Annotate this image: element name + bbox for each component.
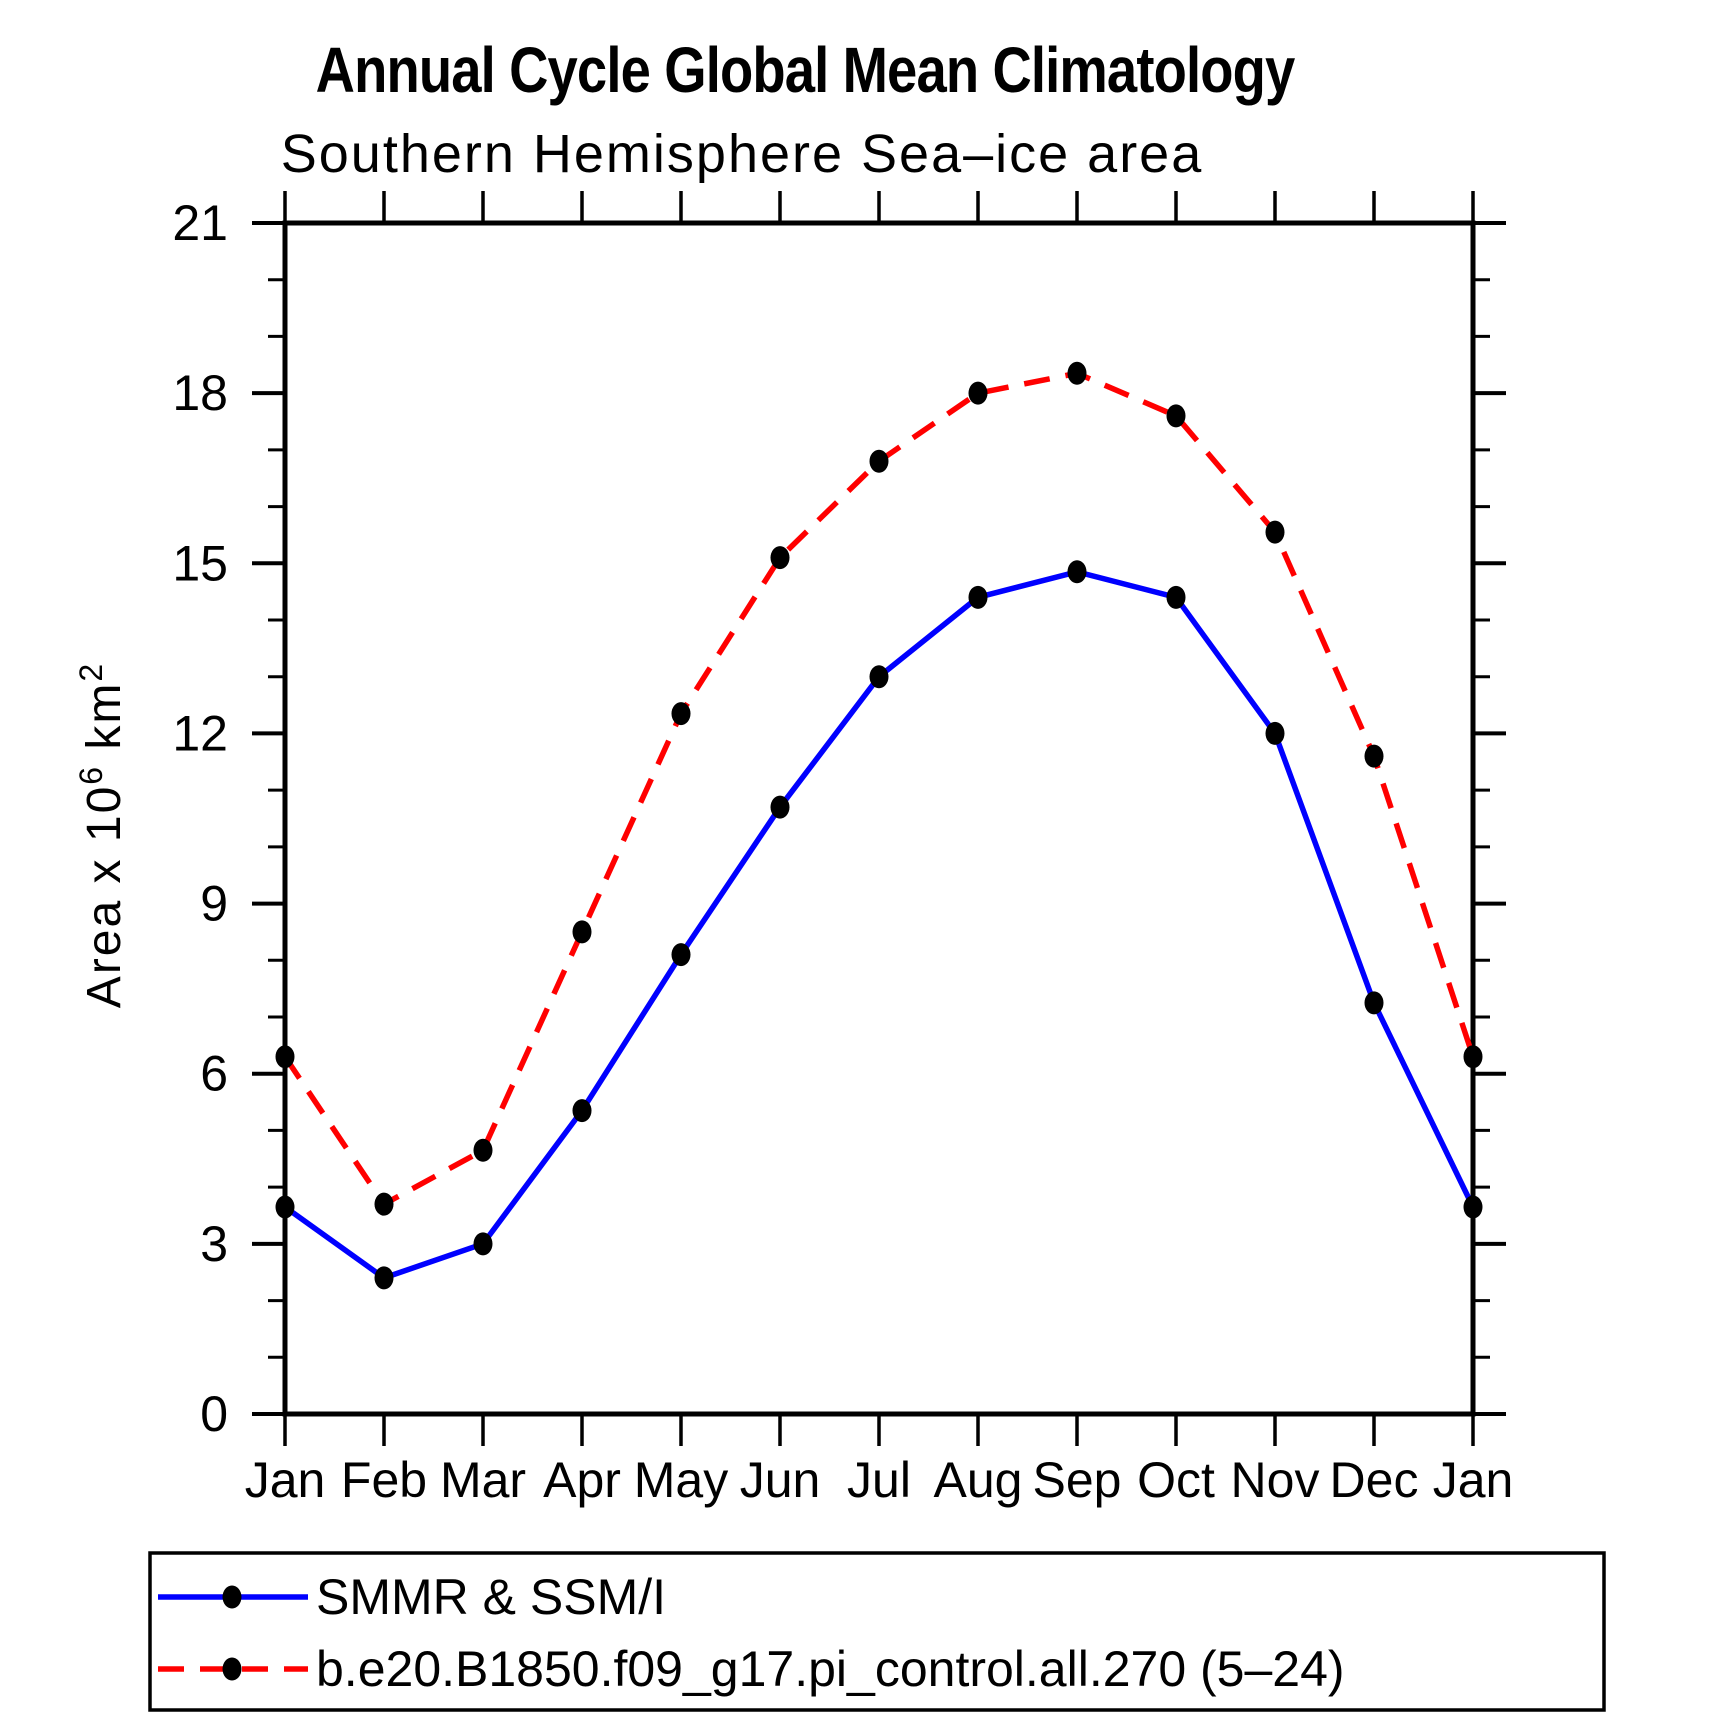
plot-border (282, 220, 1476, 1417)
data-point (869, 665, 889, 689)
legend-label-model: b.e20.B1850.f09_g17.pi_control.all.270 (… (316, 1641, 1345, 1697)
data-point (770, 795, 790, 819)
legend-marker-model (222, 1657, 242, 1681)
x-tick-label: Dec (1330, 1452, 1419, 1508)
data-point (275, 1045, 295, 1069)
x-tick-label: May (634, 1452, 728, 1508)
y-tick-label: 18 (172, 365, 228, 421)
legend-box (148, 1551, 1606, 1712)
data-point (968, 585, 988, 609)
data-point (275, 1195, 295, 1219)
y-tick-label: 9 (200, 876, 228, 932)
data-point (473, 1138, 493, 1162)
x-tick-label: Jun (740, 1452, 821, 1508)
y-tick-label: 12 (172, 705, 228, 761)
y-axis-label: Area x 106 km2 (73, 662, 131, 1008)
data-point (1265, 721, 1285, 745)
x-tick-label: Jan (1433, 1452, 1514, 1508)
data-point (1166, 404, 1186, 428)
data-point (572, 920, 592, 944)
data-point (1364, 744, 1384, 768)
chart-subtitle: Southern Hemisphere Sea–ice area (281, 124, 1204, 184)
x-tick-label: Sep (1033, 1452, 1122, 1508)
x-tick-label: Mar (440, 1452, 526, 1508)
data-point (374, 1266, 394, 1290)
data-point (1364, 991, 1384, 1015)
y-tick-label: 15 (172, 535, 228, 591)
x-tick-label: Jul (847, 1452, 911, 1508)
y-tick-label: 21 (172, 195, 228, 251)
x-tick-label: Jan (245, 1452, 326, 1508)
x-tick-label: Oct (1137, 1452, 1215, 1508)
plot-area: 0 3 6 9 12 15 18 21 Jan Feb Mar Apr May Jun Jul Aug Sep O… (172, 191, 1513, 1508)
x-tick-label: Nov (1231, 1452, 1320, 1508)
data-point (374, 1192, 394, 1216)
y-tick-label: 6 (200, 1046, 228, 1102)
y-tick-label: 3 (200, 1216, 228, 1272)
data-point (1067, 361, 1087, 385)
data-point (770, 546, 790, 570)
data-point (968, 381, 988, 405)
data-point (473, 1232, 493, 1256)
data-point (1265, 520, 1285, 544)
data-point (1463, 1195, 1483, 1219)
data-point (1166, 585, 1186, 609)
data-point (671, 702, 691, 726)
legend: SMMR & SSM/I b.e20.B1850.f09_g17.pi_cont… (148, 1551, 1606, 1712)
x-tick-label: Feb (341, 1452, 427, 1508)
chart-title: Annual Cycle Global Mean Climatology (316, 34, 1295, 106)
x-tick-label: Apr (543, 1452, 621, 1508)
data-point (572, 1099, 592, 1123)
legend-label-observation: SMMR & SSM/I (316, 1569, 666, 1625)
data-point (869, 449, 889, 473)
data-point (671, 943, 691, 967)
legend-marker-observation (222, 1585, 242, 1609)
y-tick-label: 0 (200, 1386, 228, 1442)
data-point (1067, 560, 1087, 584)
x-tick-label: Aug (934, 1452, 1023, 1508)
data-point (1463, 1045, 1483, 1069)
